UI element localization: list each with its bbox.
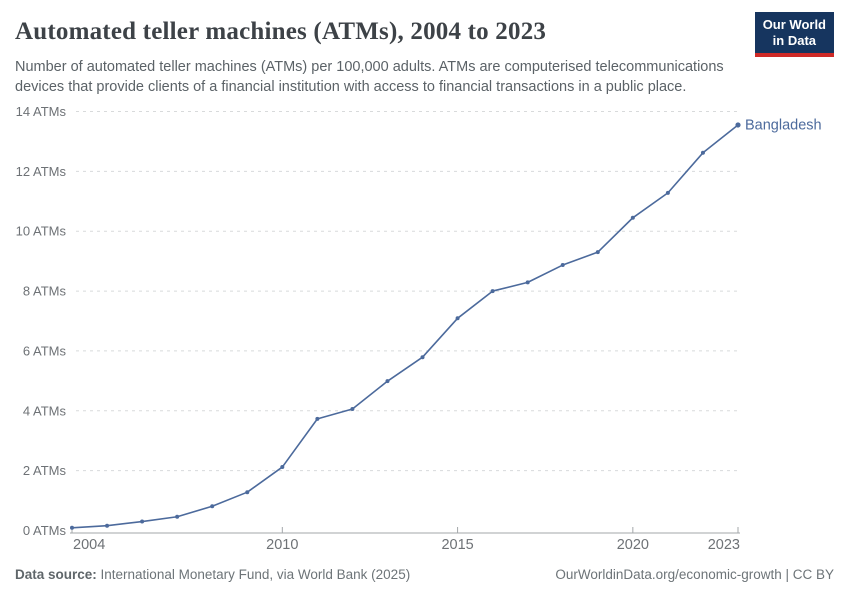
owid-logo[interactable]: Our World in Data [754,12,834,57]
x-tick-label: 2023 [708,537,740,553]
line-chart-svg[interactable]: 0 ATMs 2 ATMs 4 ATMs 6 ATMs 8 ATMs 10 ATMs 12 … [0,95,850,560]
data-point[interactable] [700,150,705,155]
x-tick-label: 2004 [73,537,105,553]
owid-url-link[interactable]: OurWorldinData.org/economic-growth [555,567,782,582]
data-point[interactable] [735,122,741,128]
data-point[interactable] [455,316,460,321]
data-point[interactable] [280,465,285,470]
y-tick-label: 0 ATMs [23,523,67,538]
data-point[interactable] [70,525,74,530]
series-line[interactable] [71,124,739,529]
cc-by-license-link[interactable]: CC BY [792,567,834,582]
data-point[interactable] [490,289,495,294]
data-point[interactable] [315,416,320,421]
chart-title: Automated teller machines (ATMs), 2004 t… [15,18,547,45]
x-tick-label: 2015 [441,537,473,553]
y-tick-label: 10 ATMs [16,224,67,239]
data-point[interactable] [665,190,670,195]
y-tick-label: 14 ATMs [16,104,67,119]
y-tick-label: 4 ATMs [23,403,67,418]
y-tick-label: 8 ATMs [23,284,67,299]
data-point[interactable] [175,514,180,519]
x-tick-label: 2020 [617,537,649,553]
data-point[interactable] [595,250,600,255]
data-point[interactable] [385,379,390,384]
data-point[interactable] [525,280,530,285]
data-point[interactable] [245,490,250,495]
y-tick-label: 12 ATMs [16,164,67,179]
data-source-label: Data source: [15,567,97,582]
data-point[interactable] [420,355,425,360]
data-source: Data source: International Monetary Fund… [15,567,410,582]
data-point[interactable] [350,406,355,411]
y-tick-label: 2 ATMs [23,463,67,478]
data-point[interactable] [105,523,110,528]
data-point[interactable] [140,519,145,524]
data-source-text: International Monetary Fund, via World B… [96,567,411,582]
x-tick-label: 2010 [266,537,298,553]
owid-logo-line1: Our World [762,17,826,32]
data-point[interactable] [560,263,565,268]
data-point[interactable] [630,215,635,220]
footer-links: OurWorldinData.org/economic-growth | CC … [555,567,834,582]
chart-footer: Data source: International Monetary Fund… [15,567,834,582]
data-point[interactable] [210,504,215,509]
y-tick-label: 6 ATMs [23,343,67,358]
owid-logo-line2: in Data [772,33,817,49]
entity-label[interactable]: Bangladesh [745,117,822,133]
chart-subtitle: Number of automated teller machines (ATM… [15,59,724,95]
footer-separator: | [781,567,793,582]
